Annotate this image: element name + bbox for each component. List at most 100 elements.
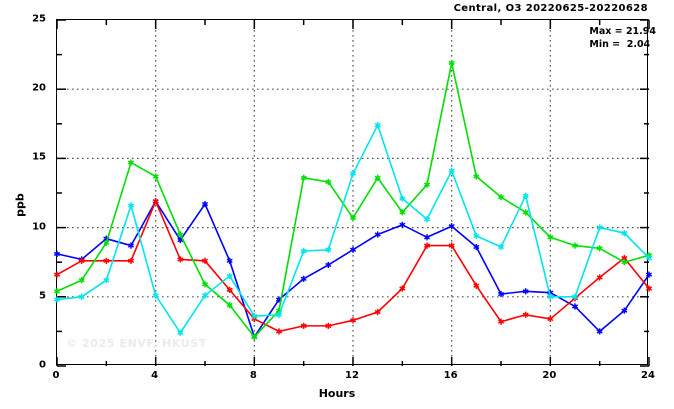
plot-area	[53, 19, 653, 367]
x-tick-label: 12	[345, 370, 359, 381]
marker-2-3	[127, 159, 135, 166]
y-tick-label: 25	[32, 13, 46, 25]
marker-3-10	[300, 248, 307, 255]
marker-0-15	[423, 234, 431, 241]
marker-2-17	[473, 173, 480, 180]
marker-2-13	[374, 174, 381, 181]
marker-1-19	[522, 311, 529, 318]
x-tick-label: 16	[443, 370, 458, 381]
watermark: © 2025 ENVF, HKUST	[66, 337, 207, 350]
marker-0-19	[522, 288, 529, 295]
marker-1-24	[645, 285, 653, 292]
marker-0-3	[127, 242, 135, 249]
series-line-2	[56, 62, 650, 339]
marker-2-11	[325, 178, 332, 186]
marker-3-5	[177, 329, 184, 336]
marker-3-16	[448, 167, 455, 174]
marker-1-15	[423, 242, 431, 249]
marker-2-7	[226, 302, 233, 309]
marker-2-16	[448, 59, 455, 67]
marker-0-14	[399, 221, 406, 228]
marker-3-9	[275, 311, 283, 318]
marker-2-1	[78, 277, 85, 284]
marker-3-4	[152, 292, 159, 299]
x-tick-label: 24	[641, 370, 655, 381]
marker-1-11	[325, 322, 332, 329]
marker-0-24	[645, 271, 653, 278]
marker-1-20	[547, 315, 554, 323]
marker-1-9	[275, 328, 283, 335]
marker-0-17	[473, 243, 480, 251]
marker-2-5	[177, 231, 184, 238]
marker-1-18	[497, 318, 505, 325]
marker-3-13	[374, 122, 381, 129]
y-axis-label: ppb	[13, 192, 27, 217]
marker-2-0	[53, 288, 61, 295]
marker-2-20	[547, 234, 554, 241]
marker-1-7	[226, 286, 233, 293]
marker-0-0	[53, 250, 61, 257]
marker-1-4	[152, 198, 159, 205]
marker-1-12	[349, 317, 357, 324]
marker-0-13	[374, 231, 381, 238]
marker-0-10	[300, 275, 307, 282]
marker-3-14	[399, 195, 406, 202]
marker-2-4	[152, 173, 159, 180]
marker-2-14	[399, 209, 406, 216]
marker-3-3	[127, 202, 135, 209]
marker-3-12	[349, 170, 357, 177]
marker-0-18	[497, 290, 505, 298]
grid-lines	[57, 20, 649, 366]
marker-0-11	[325, 261, 332, 269]
marker-2-22	[596, 245, 603, 252]
marker-2-8	[251, 333, 258, 341]
marker-3-15	[423, 216, 431, 223]
marker-2-10	[300, 174, 307, 181]
series-line-0	[56, 199, 650, 339]
y-tick-label: 10	[32, 221, 46, 233]
marker-2-12	[349, 214, 357, 222]
chart-title: Central, O3 20220625-20220628	[453, 3, 648, 14]
marker-3-24	[645, 254, 653, 262]
marker-1-17	[473, 282, 480, 289]
x-tick-label: 8	[249, 370, 257, 381]
x-axis-label: Hours	[318, 387, 356, 400]
marker-1-10	[300, 322, 307, 329]
x-tick-label: 0	[52, 370, 60, 381]
marker-1-14	[399, 285, 406, 292]
marker-3-23	[621, 230, 628, 237]
marker-3-6	[201, 292, 209, 299]
marker-0-16	[448, 223, 455, 230]
marker-1-3	[127, 257, 135, 264]
series-line-3	[56, 123, 650, 335]
y-tick-label: 5	[39, 290, 46, 302]
marker-1-13	[374, 308, 381, 316]
y-tick-label: 20	[32, 82, 46, 94]
marker-3-22	[596, 224, 603, 231]
marker-1-5	[177, 256, 184, 263]
marker-3-20	[547, 293, 554, 300]
marker-3-18	[497, 243, 505, 251]
marker-0-12	[349, 246, 357, 253]
marker-1-16	[448, 242, 455, 249]
axis-tick-marks	[56, 19, 650, 367]
marker-3-19	[522, 192, 529, 199]
x-tick-label: 20	[542, 370, 557, 381]
marker-2-2	[103, 239, 110, 246]
marker-3-2	[103, 277, 110, 284]
marker-2-18	[497, 194, 505, 201]
marker-2-15	[423, 181, 431, 188]
marker-2-21	[571, 242, 579, 249]
marker-3-7	[226, 272, 233, 280]
marker-3-8	[251, 313, 258, 320]
marker-2-19	[522, 209, 529, 216]
x-tick-label: 4	[151, 370, 159, 381]
marker-0-23	[621, 307, 628, 314]
marker-3-1	[78, 293, 85, 300]
stats-annotation: Max = 21.94 Min = 2.04	[589, 26, 656, 50]
y-tick-label: 15	[32, 151, 46, 163]
marker-3-0	[53, 296, 61, 303]
marker-1-6	[201, 257, 209, 264]
data-series	[53, 59, 653, 341]
